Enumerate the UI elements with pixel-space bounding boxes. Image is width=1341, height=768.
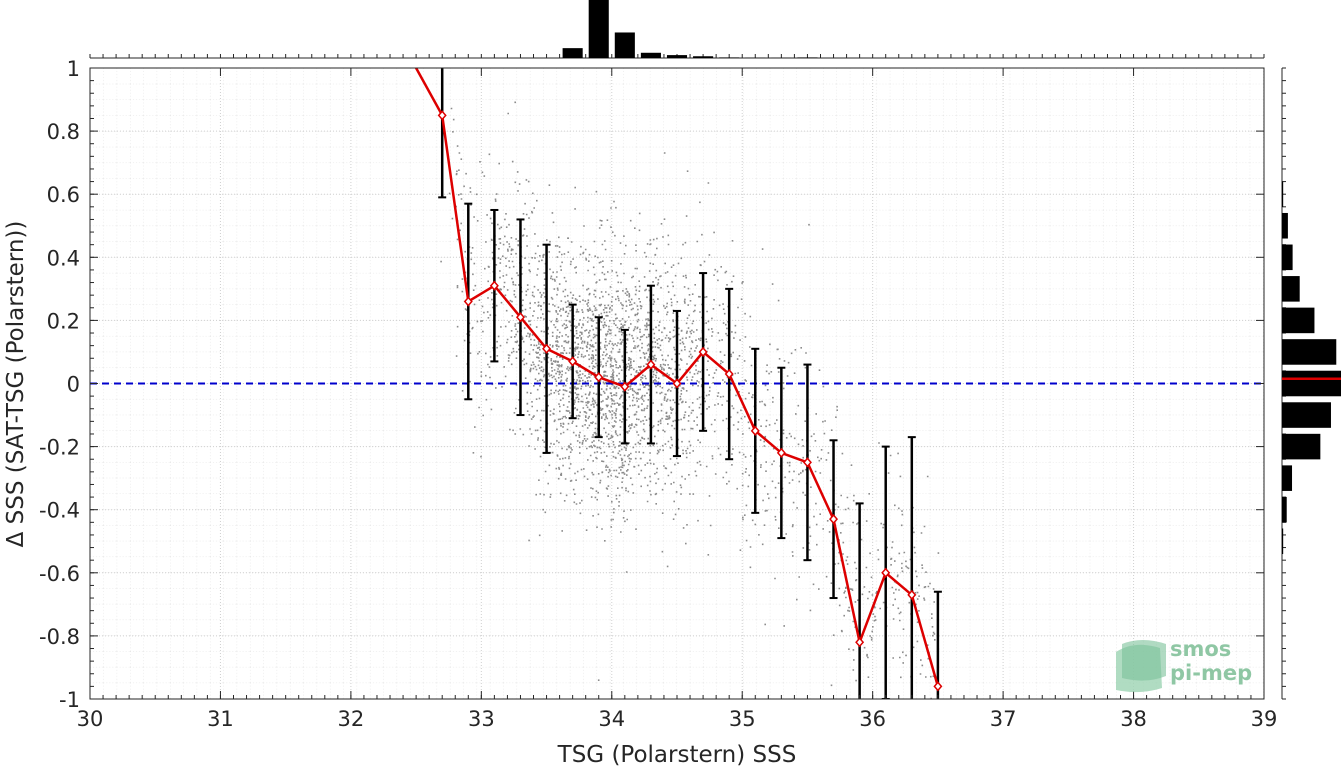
smos-pimep-logo: smos pi-mep — [1116, 637, 1252, 693]
top-hist-bar — [614, 32, 635, 58]
mean-marker — [489, 280, 499, 291]
mean-marker — [907, 589, 917, 601]
right-hist-bar — [1282, 433, 1321, 460]
x-tick-label: 35 — [729, 707, 756, 731]
mean-marker — [933, 681, 943, 692]
y-axis-label: Δ SSS (SAT-TSG (Polarstern)) — [3, 221, 29, 548]
y-tick-label: 0.4 — [47, 246, 80, 270]
x-tick-label: 34 — [598, 707, 625, 731]
logo-text-line2: pi-mep — [1170, 661, 1252, 685]
right-hist-bar — [1282, 181, 1284, 207]
binned-mean-line — [415, 68, 943, 692]
x-tick-label: 33 — [468, 707, 495, 731]
mean-marker — [776, 447, 786, 459]
y-tick-label: 0.8 — [47, 120, 80, 144]
y-tick-label: 0 — [67, 373, 80, 397]
logo-text-line1: smos — [1170, 637, 1231, 661]
y-tick-label: 0.2 — [47, 309, 80, 333]
x-tick-label: 39 — [1251, 707, 1278, 731]
mean-marker — [646, 359, 656, 370]
y-tick-label: 0.6 — [47, 183, 80, 207]
right-hist-bar — [1282, 244, 1293, 271]
y-tick-label: 1 — [67, 57, 80, 81]
top-hist-bar — [562, 48, 583, 58]
mean-marker — [437, 110, 447, 121]
mean-marker — [672, 378, 682, 389]
x-marginal-histogram — [89, 0, 1265, 59]
x-tick-label: 32 — [338, 707, 365, 731]
x-tick-label: 37 — [990, 707, 1017, 731]
top-hist-bar — [666, 55, 688, 58]
mean-marker — [698, 346, 708, 358]
mean-marker — [515, 312, 525, 323]
x-tick-labels: 30 31 32 33 34 35 36 37 38 39 — [77, 707, 1278, 731]
top-hist-bar — [640, 52, 661, 58]
top-hist-bar — [797, 57, 818, 58]
mean-marker — [594, 372, 604, 383]
top-hist-bar — [588, 0, 609, 58]
y-tick-label: -0.8 — [39, 625, 80, 649]
mean-marker — [724, 368, 734, 380]
mean-marker — [542, 343, 552, 354]
x-tick-label: 38 — [1120, 707, 1147, 731]
mean-marker — [855, 637, 865, 648]
right-hist-bar — [1282, 496, 1287, 523]
mean-marker — [881, 567, 891, 578]
y-tick-label: -1 — [59, 688, 80, 712]
top-hist-bar — [719, 57, 740, 58]
y-tick-label: -0.6 — [39, 562, 80, 586]
x-tick-label: 36 — [859, 707, 886, 731]
right-hist-bar — [1282, 339, 1337, 365]
right-hist-bar — [1282, 528, 1284, 555]
mean-marker — [750, 425, 760, 436]
right-hist-bar — [1282, 307, 1315, 334]
axis-ticks — [89, 67, 1265, 700]
mean-marker — [829, 514, 839, 525]
y-tick-labels: 1 0.8 0.6 0.4 0.2 0 -0.2 -0.4 -0.6 -0.8 -1 — [39, 57, 80, 712]
y-tick-label: -0.2 — [39, 436, 80, 460]
right-hist-bar — [1282, 402, 1331, 428]
mean-marker — [463, 296, 473, 307]
x-axis-label: TSG (Polarstern) SSS — [557, 742, 797, 768]
x-tick-label: 31 — [207, 707, 234, 731]
mean-marker — [568, 356, 578, 367]
x-tick-label: 30 — [77, 707, 104, 731]
y-tick-label: -0.4 — [39, 499, 80, 523]
right-hist-bar — [1282, 212, 1288, 239]
y-marginal-histogram — [1281, 67, 1341, 700]
right-hist-bar — [1282, 276, 1300, 302]
mean-marker — [802, 457, 812, 468]
right-hist-bar — [1282, 370, 1341, 397]
top-hist-bar — [693, 56, 714, 58]
right-hist-bar — [1282, 465, 1293, 491]
mean-marker — [620, 381, 630, 392]
